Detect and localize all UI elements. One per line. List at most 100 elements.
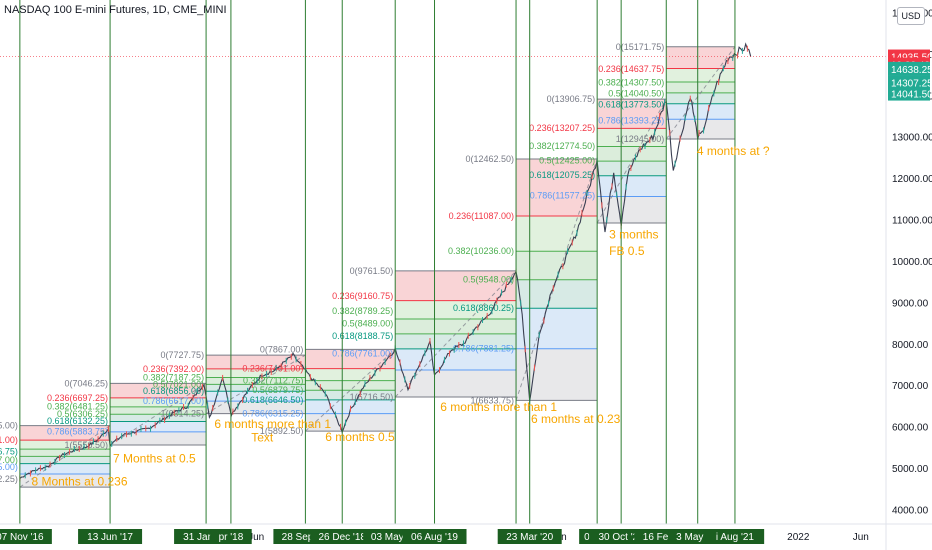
fib-level-label: 1(6716.50) (350, 392, 394, 402)
fib-level-label: 0(13906.75) (547, 94, 596, 104)
fib-zone (666, 68, 735, 82)
fib-zone (19, 440, 111, 450)
fib-level-label: 0.786(13393.25) (598, 115, 664, 125)
annotation-text: 6 months 0.5 (325, 430, 395, 444)
fib-zone (110, 421, 207, 432)
fib-zone (19, 456, 111, 464)
price-series-line (19, 42, 752, 479)
fib-level-label: 0.236(14637.75) (598, 64, 664, 74)
fib-level-label: 0.382(7112.75) (243, 376, 303, 386)
y-tick-label: 13000.00 (892, 133, 932, 144)
fib-zone (666, 103, 735, 120)
fib-zone (110, 383, 207, 398)
annotation-text: 6 months more than 1 (440, 400, 557, 414)
fib-level-label: 01.00) (0, 435, 18, 445)
fib-level-label: 25.00) (0, 421, 18, 431)
date-marker-label: 03 May '19 (371, 532, 420, 543)
price-label-text: 14638.25 (891, 65, 932, 76)
fib-level-label: 0.618(12075.25) (529, 170, 595, 180)
annotation-text: 6 months more than 1 (214, 417, 331, 431)
fib-zone (305, 368, 396, 381)
fib-level-label: 0.5(14040.50) (608, 89, 664, 99)
fib-zone (206, 391, 306, 402)
fib-level-label: 0.5(6879.75) (252, 385, 303, 395)
fib-level-label: 6.75) (0, 447, 18, 457)
fib-level-label: 0.786(5883.75) (47, 427, 108, 437)
fib-zone (206, 377, 306, 385)
date-marker-label: 06 Aug '19 (411, 532, 458, 543)
fib-zone (516, 308, 598, 349)
fib-level-label: 0(7046.25) (65, 378, 109, 388)
fib-level-label: 1(6633.75) (470, 395, 514, 405)
date-marker-label: 3 May '21 (676, 532, 719, 543)
fib-level-label: 0.786(11577.25) (530, 191, 595, 201)
y-tick-label: 9000.00 (892, 298, 929, 309)
date-marker-box (497, 529, 562, 544)
fib-level-label: 0.382(12774.50) (529, 141, 595, 151)
date-marker-label: i Aug '21 (716, 532, 754, 543)
fib-zone (19, 425, 111, 441)
fib-zone (206, 368, 306, 378)
date-marker-label: 13 Jun '17 (87, 532, 133, 543)
fib-zone (110, 431, 207, 446)
fib-zone (516, 279, 598, 309)
fib-zone (395, 348, 517, 371)
date-marker-box (310, 529, 375, 544)
fib-level-label: 0.382(10236.00) (448, 246, 514, 256)
trend-diagonal (205, 354, 306, 415)
date-marker-label: 26 Dec '18 (318, 532, 366, 543)
fib-zone (597, 146, 667, 162)
fib-level-label: 0.382(14307.50) (598, 78, 664, 88)
fib-zone (305, 349, 396, 369)
fib-level-label: 0.382(8789.25) (332, 306, 393, 316)
fib-level-label: 5.00) (0, 462, 18, 472)
y-tick-label: 6000.00 (892, 423, 929, 434)
fib-level-label: 0.236(6697.25) (47, 393, 108, 403)
date-marker-label: 28 Sep '18 (282, 532, 330, 543)
fib-level-label: 0.5(12425.00) (539, 156, 595, 166)
fib-zone (206, 384, 306, 392)
annotation-text: 4 months at ? (697, 144, 770, 158)
price-label-box (888, 61, 930, 76)
date-marker-box (0, 529, 52, 544)
trend-diagonal (109, 382, 207, 446)
annotation-text: Text (251, 431, 274, 445)
fib-zone (597, 196, 667, 224)
fib-zone (19, 463, 111, 474)
fib-zone (666, 46, 735, 69)
date-marker-label: pr '18 (219, 532, 244, 543)
annotation-text: 6 months at 0.23 (531, 412, 621, 426)
y-tick-label: 7000.00 (892, 381, 929, 392)
date-marker-label: 30 Oct '20 (599, 532, 645, 543)
fib-zone (666, 81, 735, 93)
fib-level-label: 0(15171.75) (616, 42, 665, 52)
fib-level-label: 0.618(6856.00) (143, 386, 204, 396)
fib-zone (305, 413, 396, 432)
fib-level-label: 1(12945.00) (616, 134, 665, 144)
date-marker-box (78, 529, 143, 544)
fib-level-label: 0.618(8860.25) (453, 303, 514, 313)
x-tick-label: 2022 (787, 532, 810, 543)
y-tick-label: 12000.00 (892, 174, 932, 185)
fib-level-label: 0.382(7187.25) (143, 372, 204, 382)
fib-zone (395, 370, 517, 397)
date-marker-label: 31 Jan '18 (183, 532, 229, 543)
currency-badge[interactable]: USD (897, 7, 925, 25)
fib-level-label: 1(5892.50) (260, 426, 304, 436)
annotation-text: 8 Months at 0.236 (31, 474, 127, 488)
date-marker-label: 16 Feb '21 (643, 532, 690, 543)
trend-diagonal (665, 46, 736, 140)
fib-zone (516, 251, 598, 280)
date-marker-box (210, 529, 252, 544)
fib-level-label: 7.00) (0, 455, 18, 465)
y-tick-label: 11000.00 (892, 216, 932, 227)
annotation-text: FB 0.5 (609, 244, 645, 258)
price-label-box (888, 75, 930, 90)
fib-level-label: 0.5(9548.00) (463, 275, 514, 285)
price-label-text: 14041.50 (891, 90, 932, 101)
y-tick-label: 5000.00 (892, 464, 929, 475)
fib-zone (395, 270, 517, 301)
fib-level-label: 0.382(6481.25) (47, 402, 108, 412)
